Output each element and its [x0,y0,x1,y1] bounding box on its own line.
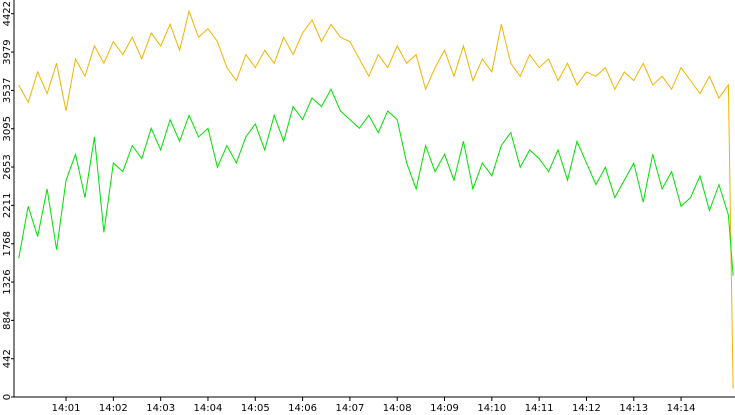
series-line [18,88,734,276]
x-tick-label: 14:07 [335,403,364,414]
x-tick-label: 14:05 [241,403,270,414]
y-tick-label: 0 [2,394,13,400]
x-tick-label: 14:01 [52,403,81,414]
y-tick-label: 442 [2,349,13,368]
x-tick-label: 14:09 [430,403,459,414]
x-tick-label: 14:03 [146,403,175,414]
x-tick-label: 14:02 [99,403,128,414]
series-line [18,9,734,389]
x-tick-label: 14:11 [525,403,554,414]
y-tick-label: 2211 [2,193,13,218]
x-tick-label: 14:06 [288,403,317,414]
x-tick-label: 14:12 [572,403,601,414]
x-tick-label: 14:13 [619,403,648,414]
x-tick-label: 14:08 [383,403,412,414]
y-tick-label: 3095 [2,116,13,141]
y-tick-label: 884 [2,311,13,330]
y-tick-label: 3979 [2,39,13,64]
y-tick-label: 1768 [2,231,13,256]
x-tick-label: 14:14 [667,403,696,414]
x-tick-label: 14:04 [194,403,223,414]
x-tick-label: 14:10 [477,403,506,414]
y-tick-label: 1326 [2,269,13,294]
y-tick-label: 4422 [2,1,13,26]
y-tick-label: 3537 [2,78,13,103]
y-tick-label: 2653 [2,154,13,179]
